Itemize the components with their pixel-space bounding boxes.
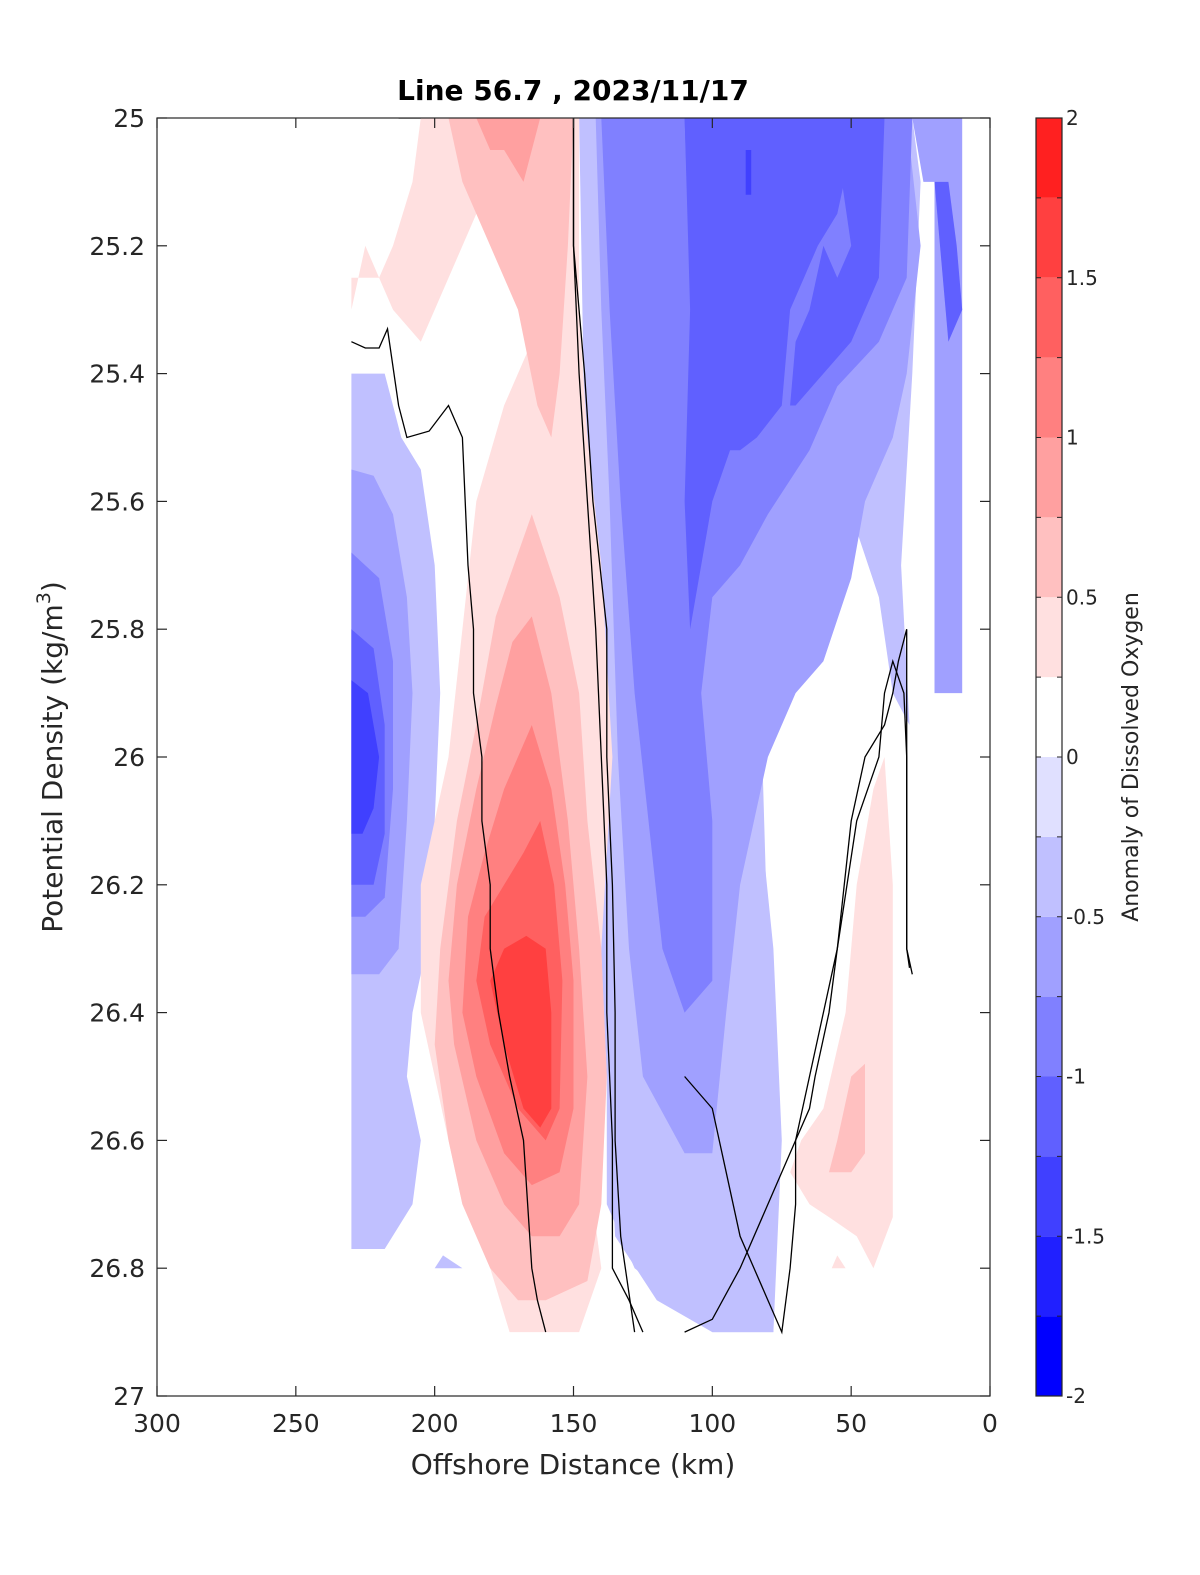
y-tick-label: 26 (113, 743, 145, 772)
x-tick-label: 50 (835, 1409, 867, 1438)
colorbar-swatch (1036, 1236, 1062, 1317)
y-tick-label: 25.4 (89, 360, 145, 389)
colorbar-tick-label: 0 (1066, 745, 1079, 769)
colorbar-swatch (1036, 197, 1062, 278)
contour-region-red-right-l1 (790, 757, 893, 1269)
zero-contour-6 (684, 658, 913, 1333)
colorbar-swatch (1036, 836, 1062, 917)
x-tick-label: 200 (411, 1409, 459, 1438)
x-axis: 300 250 200 150 100 50 0 (133, 118, 998, 1438)
zero-contour-1 (351, 326, 547, 1333)
colorbar (1036, 118, 1062, 1396)
x-tick-label: 100 (688, 1409, 736, 1438)
colorbar-tick-label: -1 (1066, 1065, 1086, 1089)
colorbar-swatch (1036, 677, 1062, 757)
contour-region-red-main-l6 (490, 935, 552, 1128)
y-axis-label-close: ) (36, 581, 69, 592)
colorbar-tick-label: 0.5 (1066, 585, 1098, 609)
colorbar-swatch (1036, 437, 1062, 518)
colorbar-swatch (1036, 1156, 1062, 1237)
y-tick-label: 26.6 (89, 1126, 145, 1155)
y-tick-label: 26.8 (89, 1254, 145, 1283)
y-tick-label: 26.2 (89, 871, 145, 900)
colorbar-swatch (1036, 996, 1062, 1077)
x-tick-label: 250 (272, 1409, 320, 1438)
colorbar-swatch (1036, 357, 1062, 438)
colorbar-swatch (1036, 1076, 1062, 1157)
colorbar-label: Anomaly of Dissolved Oxygen (1119, 592, 1144, 922)
contour-region-red-top-l3 (476, 118, 541, 182)
contour-region-blue-right-edge (934, 181, 963, 342)
colorbar-ticks: 2 1.5 1 0.5 0 -0.5 -1 -1.5 -2 (1036, 106, 1105, 1408)
contour-region-blue-right-l5 (745, 150, 752, 195)
y-axis-label-main: Potential Density (kg/m (36, 604, 69, 933)
colorbar-swatch (1036, 118, 1062, 198)
y-tick-label: 27 (113, 1382, 145, 1411)
x-tick-label: 0 (982, 1409, 998, 1438)
zero-contour-layer (351, 118, 913, 1335)
contour-region-blue-right-l4-b (684, 118, 865, 470)
colorbar-swatch (1036, 916, 1062, 997)
y-tick-label: 26.4 (89, 999, 145, 1028)
zero-contour-4 (572, 118, 636, 1333)
y-tick-label: 25 (113, 104, 145, 133)
colorbar-tick-label: 1 (1066, 426, 1079, 450)
y-axis-label: Potential Density (kg/m3) (33, 581, 69, 933)
contour-region-red-small-bottom (831, 1255, 846, 1269)
zero-contour-5 (684, 629, 911, 1335)
contour-region-red-right-l2 (829, 1063, 865, 1173)
colorbar-swatch (1036, 1316, 1062, 1396)
x-tick-label: 150 (550, 1409, 598, 1438)
colorbar-swatch (1036, 757, 1062, 837)
zero-contour-3 (572, 118, 644, 1333)
colorbar-tick-label: -0.5 (1066, 905, 1105, 929)
y-tick-label: 25.8 (89, 615, 145, 644)
y-axis-label-superscript: 3 (33, 592, 55, 604)
colorbar-swatch (1036, 517, 1062, 598)
colorbar-tick-label: -2 (1066, 1384, 1086, 1408)
colorbar-swatch (1036, 597, 1062, 678)
y-axis: 25 25.2 25.4 25.6 25.8 26 26.2 26.4 26.6 26.8 27 (89, 104, 990, 1411)
colorbar-tick-label: -1.5 (1066, 1224, 1105, 1248)
y-tick-label: 25.2 (89, 232, 145, 261)
colorbar-tick-label: 1.5 (1066, 266, 1098, 290)
colorbar-swatch (1036, 277, 1062, 358)
y-tick-label: 25.6 (89, 487, 145, 516)
contour-region-blue-left-l5 (351, 680, 380, 834)
x-axis-label: Offshore Distance (km) (411, 1448, 736, 1481)
contour-fill-layer (351, 118, 963, 1333)
contour-region-blue-right-l4 (684, 118, 885, 630)
colorbar-tick-label: 2 (1066, 106, 1079, 130)
contour-region-red-top-l2 (448, 118, 574, 438)
contour-region-blue-small-bottom (434, 1255, 463, 1269)
x-tick-label: 300 (133, 1409, 181, 1438)
chart-title: Line 56.7 , 2023/11/17 (397, 74, 749, 107)
